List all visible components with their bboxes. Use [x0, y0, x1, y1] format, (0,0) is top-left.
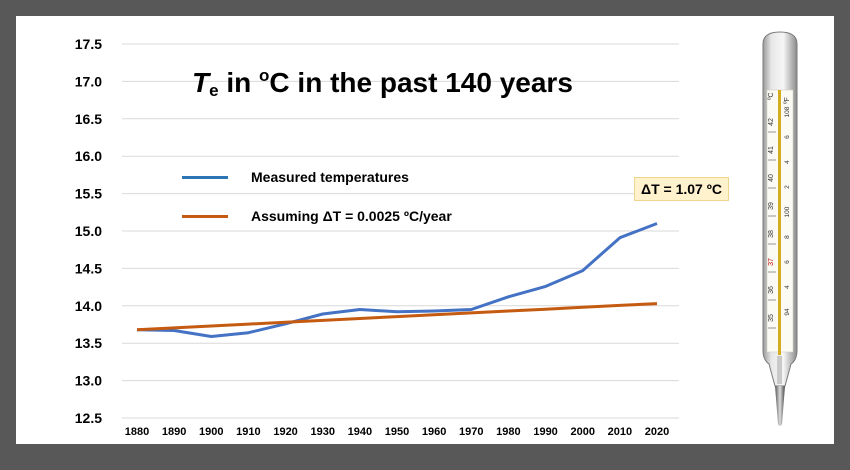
- y-tick-label: 12.5: [75, 410, 102, 426]
- thermometer-fahrenheit-tick: 8: [784, 235, 791, 239]
- y-tick-label: 16.5: [75, 111, 102, 127]
- legend-item-measured: Measured temperatures: [182, 167, 409, 187]
- series-lines: [136, 222, 658, 338]
- x-tick-label: 2020: [645, 426, 669, 438]
- x-tick-label: 1940: [348, 426, 372, 438]
- x-tick-label: 1960: [422, 426, 446, 438]
- thermometer-fahrenheit-label: ºF: [784, 97, 791, 104]
- y-tick-label: 15.5: [75, 186, 102, 202]
- x-tick-label: 1880: [125, 426, 149, 438]
- y-tick-label: 15.0: [75, 223, 102, 239]
- thermometer-fahrenheit-scale: 108 6 4 2 100 8 6 4 94: [784, 106, 791, 315]
- thermometer-fahrenheit-tick: 6: [784, 260, 791, 264]
- delta-t-callout: ΔT = 1.07 ºC: [634, 177, 729, 201]
- gridlines: [122, 43, 679, 419]
- y-tick-label: 13.0: [75, 373, 102, 389]
- x-tick-label: 1970: [459, 426, 483, 438]
- y-tick-label: 17.0: [75, 73, 102, 89]
- thermometer-fahrenheit-tick: 6: [784, 135, 791, 139]
- thermometer-celsius-tick: 41: [768, 146, 775, 154]
- thermometer-celsius-scale: 42 41 40 39 38 37 36 35: [768, 118, 776, 329]
- series-line-measured: [136, 222, 658, 338]
- thermometer-celsius-tick: 37: [768, 258, 775, 266]
- chart-panel: 17.5 17.0 16.5 16.0 15.5 15.0 14.5 14.0 13.5 13.0…: [16, 16, 834, 444]
- x-tick-label: 1890: [162, 426, 186, 438]
- thermometer-celsius-tick: 39: [768, 202, 775, 210]
- thermometer-celsius-tick: 36: [768, 286, 775, 294]
- legend-label-measured: Measured temperatures: [251, 169, 409, 185]
- y-tick-label: 13.5: [75, 335, 102, 351]
- thermometer-celsius-tick: 38: [768, 230, 775, 238]
- y-tick-label: 14.0: [75, 298, 102, 314]
- thermometer-fahrenheit-tick: 100: [784, 206, 791, 217]
- y-tick-label: 14.5: [75, 260, 102, 276]
- thermometer-fahrenheit-tick: 94: [784, 308, 791, 316]
- legend-item-assumed: Assuming ΔT = 0.0025 ºC/year: [182, 206, 452, 226]
- series-line-assumed: [136, 302, 658, 332]
- thermometer-celsius-tick: 42: [768, 118, 775, 126]
- x-tick-label: 1930: [310, 426, 334, 438]
- x-tick-label: 1990: [533, 426, 557, 438]
- thermometer-fahrenheit-tick: 4: [784, 160, 791, 164]
- x-tick-label: 2000: [570, 426, 594, 438]
- x-tick-label: 1900: [199, 426, 223, 438]
- thermometer-celsius-tick: 40: [768, 174, 775, 182]
- x-axis-ticks: 1880 1890 1900 1910 1920 1930 1940 1950 1960 1970…: [125, 426, 669, 438]
- y-tick-label: 17.5: [75, 36, 102, 52]
- x-tick-label: 1920: [273, 426, 297, 438]
- x-tick-label: 2010: [608, 426, 632, 438]
- legend-swatch-assumed: [182, 214, 228, 218]
- line-chart: 17.5 17.0 16.5 16.0 15.5 15.0 14.5 14.0 13.5 13.0…: [75, 36, 679, 438]
- thermometer-celsius-label: ºC: [768, 92, 775, 100]
- y-axis-ticks: 17.5 17.0 16.5 16.0 15.5 15.0 14.5 14.0 13.5 13.0…: [75, 36, 102, 426]
- thermometer-celsius-tick: 35: [768, 314, 775, 322]
- y-tick-label: 16.0: [75, 148, 102, 164]
- legend-swatch-measured: [182, 175, 228, 179]
- thermometer-fahrenheit-tick: 2: [784, 185, 791, 189]
- x-tick-label: 1910: [236, 426, 260, 438]
- x-tick-label: 1980: [496, 426, 520, 438]
- x-tick-label: 1950: [385, 426, 409, 438]
- legend-label-assumed: Assuming ΔT = 0.0025 ºC/year: [251, 208, 452, 224]
- chart-title: Te in oC in the past 140 years: [192, 66, 573, 100]
- thermometer-fahrenheit-tick: 108: [784, 106, 791, 117]
- thermometer-fahrenheit-tick: 4: [784, 285, 791, 289]
